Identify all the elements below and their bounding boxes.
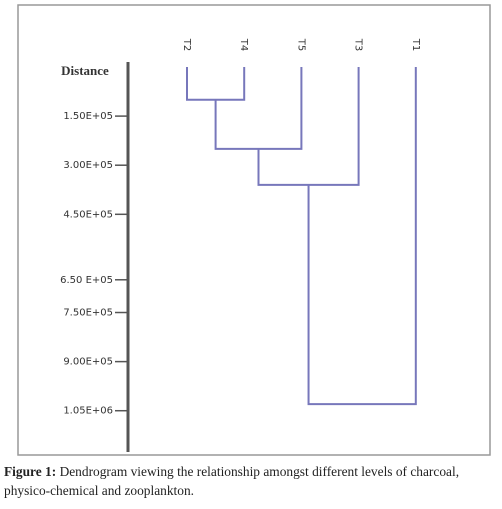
y-axis-label: Distance: [61, 63, 109, 78]
leaf-label: T1: [410, 38, 421, 51]
chart: Distance 1.50E+05 3.00E+05 4.50E+05 6.50 E+…: [17, 4, 491, 456]
caption: Figure 1: Dendrogram viewing the relatio…: [4, 462, 500, 500]
y-tick-label: 7.50E+05: [63, 308, 113, 319]
caption-label: Figure 1:: [4, 464, 57, 479]
y-tick-label: 1.05E+06: [63, 406, 113, 417]
y-tick-label: 6.50 E+05: [60, 275, 113, 286]
merge-link: [307, 67, 417, 406]
leaf-label: T4: [238, 38, 249, 51]
y-tick-label: 1.50E+05: [63, 111, 113, 122]
y-tick-label: 3.00E+05: [63, 160, 113, 171]
caption-text: Dendrogram viewing the relationship amon…: [4, 464, 460, 498]
merge-link: [186, 67, 246, 101]
merge-link: [257, 67, 360, 186]
leaf-label: T3: [353, 38, 364, 51]
y-tick-label: 4.50E+05: [63, 209, 113, 220]
y-tick-label: 9.00E+05: [63, 357, 113, 368]
leaf-label: T2: [181, 38, 192, 51]
leaf-label: T5: [295, 38, 306, 51]
frame: [17, 4, 491, 456]
merge-link: [214, 67, 303, 150]
